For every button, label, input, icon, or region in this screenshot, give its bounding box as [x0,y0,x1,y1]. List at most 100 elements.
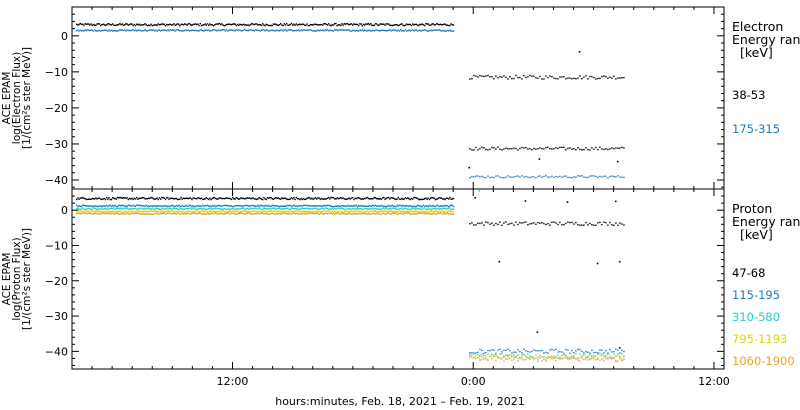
data-point [319,208,321,210]
data-point [172,197,174,200]
data-point [380,23,383,25]
data-point [565,356,567,358]
data-point [217,23,219,25]
data-point [432,211,434,213]
y-tick-label: −40 [45,345,68,358]
data-point [407,24,409,26]
data-point [344,198,347,200]
data-point [170,205,173,207]
data-point [263,205,265,208]
data-point [587,176,589,179]
data-point [82,207,84,209]
data-point [254,29,257,31]
data-point [618,260,621,263]
data-point [428,211,431,213]
data-point [182,213,185,215]
data-point [166,197,168,199]
data-point [388,207,390,210]
series-1060-1900 [76,212,625,363]
data-point [317,29,319,31]
data-point [152,24,155,26]
data-point [131,205,133,208]
data-point [442,213,444,215]
data-point [298,23,300,26]
data-point [229,208,231,211]
data-point [368,204,371,207]
data-point [344,29,347,31]
data-point [312,205,314,207]
data-point [428,208,431,210]
data-point [144,205,146,207]
data-point [360,198,362,201]
data-point [217,208,219,210]
data-point [220,29,222,32]
data-point [253,198,255,200]
data-point [79,208,81,210]
data-point [485,354,487,357]
data-point [373,24,375,26]
data-point [158,29,161,31]
data-point [353,208,355,210]
data-point [108,29,110,31]
data-point [386,23,389,25]
data-point [326,213,329,215]
data-point [551,175,553,177]
data-point [204,29,206,31]
data-point [335,22,337,25]
data-point [529,148,531,150]
data-point [329,198,331,200]
data-point [513,351,515,353]
data-point [383,207,385,209]
data-point [238,211,240,213]
data-point [519,147,521,150]
data-point [295,208,297,210]
data-point [444,207,446,210]
data-point [132,211,134,213]
data-point [295,196,297,199]
data-point [448,207,450,209]
data-point [563,354,565,357]
data-point [359,23,361,25]
data-point [259,24,261,26]
data-point [407,212,409,214]
data-point [187,208,189,210]
data-point [440,205,443,207]
data-point [404,197,407,199]
data-point [406,197,408,200]
data-point [270,24,272,27]
data-point [170,197,173,199]
data-point [328,208,330,211]
data-point [180,210,182,213]
data-point [140,207,143,209]
data-point [101,24,103,26]
data-point [337,207,339,209]
data-point [138,197,140,200]
series-175-315 [76,29,625,179]
data-point [100,205,102,207]
data-point [573,355,575,357]
data-point [277,197,279,199]
data-point [521,175,523,177]
data-point [308,208,311,210]
data-point [205,205,207,207]
data-point [182,197,185,199]
data-point [186,212,188,214]
data-point [94,24,96,26]
data-point [332,211,335,213]
data-point [320,212,323,214]
data-point [106,24,108,26]
data-point [525,357,527,359]
data-point [319,24,321,26]
data-point [150,196,152,199]
data-point [346,205,348,207]
data-point [247,212,249,214]
data-point [224,208,227,210]
data-point [245,212,247,215]
data-point [543,175,545,178]
data-point [137,212,139,215]
data-point [523,348,525,350]
data-point [91,29,93,31]
data-point [442,24,444,26]
data-point [495,148,497,150]
data-point [320,29,323,32]
